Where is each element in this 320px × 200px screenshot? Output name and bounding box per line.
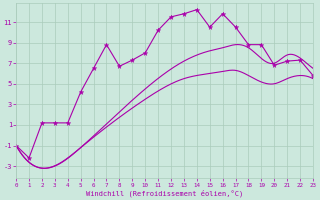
X-axis label: Windchill (Refroidissement éolien,°C): Windchill (Refroidissement éolien,°C) xyxy=(86,189,243,197)
